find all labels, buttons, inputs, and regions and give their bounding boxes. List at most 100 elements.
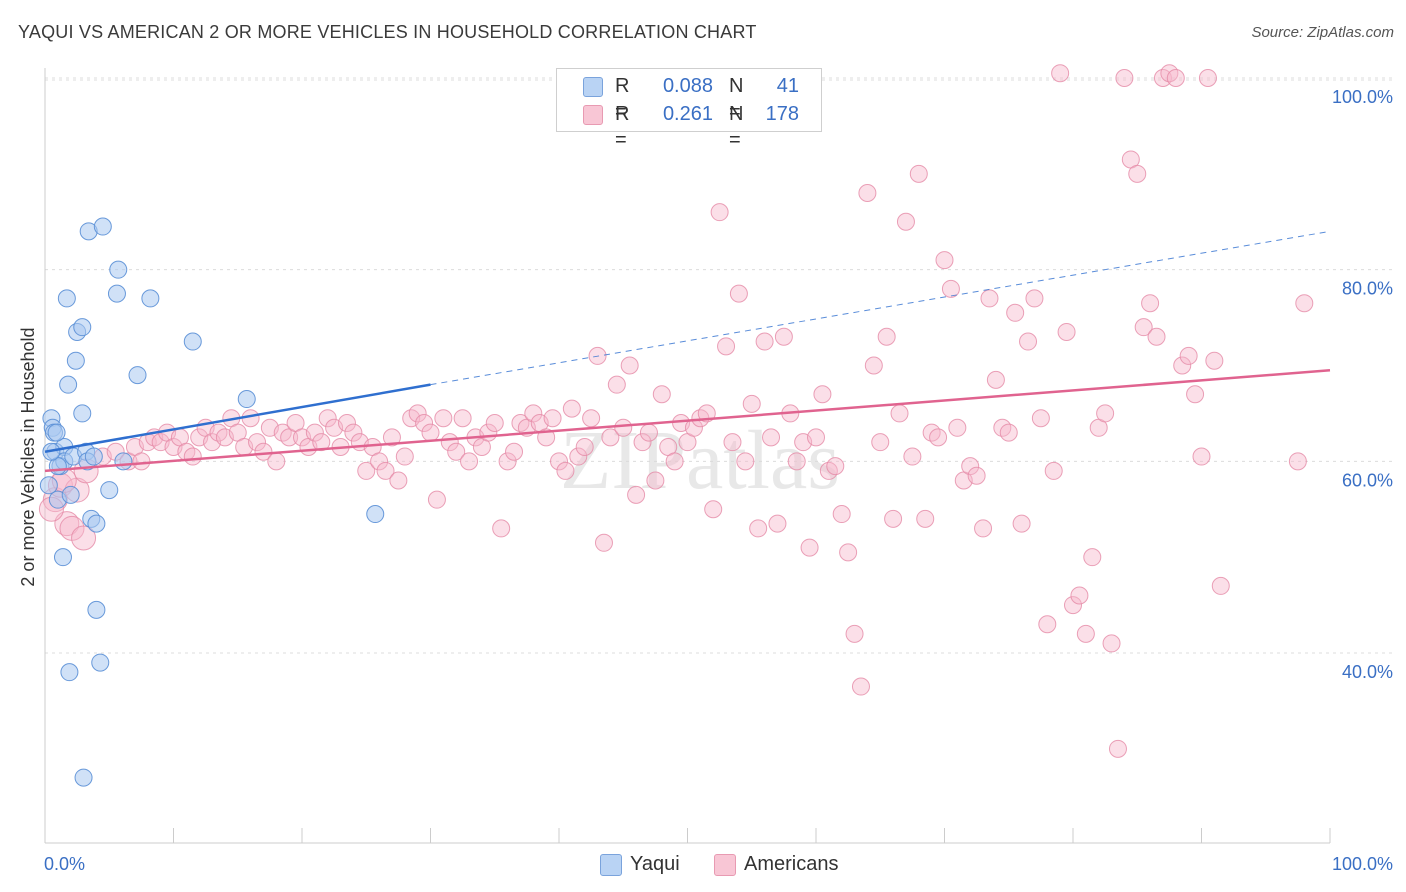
americans-point — [550, 452, 568, 471]
yaqui-point — [73, 318, 92, 337]
r-label: R = — [615, 75, 630, 123]
americans-point — [980, 289, 999, 308]
americans-point — [948, 418, 967, 437]
n-value: 41 — [776, 75, 799, 97]
yaqui-point — [366, 505, 385, 524]
americans-point — [312, 433, 331, 452]
americans-point — [1051, 64, 1070, 83]
americans-point — [974, 519, 993, 538]
yaqui-point — [91, 653, 110, 672]
americans-point — [890, 404, 909, 423]
r-label: R = — [615, 103, 630, 151]
americans-point — [646, 471, 665, 490]
americans-point — [620, 356, 639, 375]
trend-lines — [44, 230, 1331, 473]
y-axis-label: 2 or more Vehicles in Household — [18, 327, 38, 586]
yaqui-point — [107, 284, 126, 303]
americans-point — [492, 519, 511, 538]
stats-legend: R = 0.088 N = 41 R = 0.261 N = 178 — [556, 68, 822, 151]
yaqui-point — [47, 423, 66, 442]
americans-point — [768, 514, 787, 533]
americans-point — [305, 423, 324, 442]
americans-point — [839, 543, 858, 562]
americans-point — [1147, 327, 1166, 346]
americans-point — [871, 433, 890, 452]
americans-point — [447, 442, 466, 461]
americans-point — [941, 279, 960, 298]
americans-point — [652, 385, 671, 404]
americans-point — [524, 404, 543, 423]
x-tick-label: 0.0% — [44, 854, 85, 874]
yaqui-point — [237, 390, 256, 409]
americans-point — [903, 447, 922, 466]
americans-point — [254, 442, 273, 461]
yaqui-trend-extension — [430, 230, 1331, 386]
americans-point — [1198, 69, 1217, 87]
americans-point — [1064, 596, 1082, 615]
americans-point — [389, 471, 408, 490]
americans-point — [1057, 322, 1076, 341]
americans-point — [607, 375, 626, 394]
americans-point — [382, 428, 401, 447]
americans-point — [1025, 289, 1044, 308]
americans-point — [318, 409, 337, 428]
americans-point — [357, 461, 376, 480]
y-tick-label: 80.0% — [1342, 279, 1393, 299]
americans-point — [505, 442, 524, 461]
americans-point — [717, 337, 736, 356]
yaqui-point — [183, 332, 202, 351]
yaqui-swatch — [583, 77, 603, 97]
americans-point — [1211, 576, 1230, 595]
americans-point — [562, 399, 581, 418]
n-label: N = — [729, 103, 744, 151]
americans-point — [614, 418, 633, 437]
yaqui-point — [59, 375, 78, 394]
americans-point — [749, 519, 768, 538]
americans-point — [800, 538, 819, 557]
americans-point — [704, 500, 723, 519]
y-tick-label: 40.0% — [1342, 662, 1393, 682]
yaqui-point — [109, 260, 128, 279]
americans-point — [344, 423, 363, 442]
yaqui-legend-label: Yaqui — [630, 853, 680, 875]
yaqui-point — [93, 217, 112, 236]
yaqui-legend-swatch — [600, 853, 622, 876]
yaqui-point — [128, 366, 147, 385]
yaqui-point — [74, 768, 93, 787]
x-tick-label: 100.0% — [1332, 854, 1393, 874]
americans-point — [986, 370, 1005, 389]
americans-legend-label: Americans — [744, 853, 839, 875]
americans-point — [916, 509, 935, 528]
y-tick-label: 100.0% — [1332, 87, 1393, 107]
americans-point — [742, 394, 761, 413]
americans-point — [826, 457, 845, 476]
americans-point — [421, 423, 440, 442]
americans-point — [1115, 69, 1134, 87]
americans-point — [1070, 586, 1089, 605]
americans-point — [594, 533, 613, 552]
yaqui-points — [39, 217, 385, 787]
americans-point — [267, 452, 286, 471]
americans-point — [1031, 409, 1050, 428]
yaqui-point — [84, 447, 103, 466]
americans-point — [1012, 514, 1031, 533]
americans-point — [1102, 634, 1121, 653]
y-tick-label: 60.0% — [1342, 470, 1393, 490]
americans-point — [1019, 332, 1038, 351]
americans-point — [736, 452, 755, 471]
r-value: 0.261 — [662, 103, 713, 125]
yaqui-point — [141, 289, 160, 308]
americans-trend-line — [44, 369, 1331, 473]
chart-title: YAQUI VS AMERICAN 2 OR MORE VEHICLES IN … — [18, 22, 757, 42]
legend-item-yaqui: Yaqui — [600, 852, 680, 876]
n-value: 178 — [765, 103, 799, 125]
yaqui-point — [53, 548, 72, 567]
yaqui-trend-line — [44, 383, 431, 453]
yaqui-point — [87, 600, 106, 619]
americans-point — [877, 327, 896, 346]
grid-lines — [45, 77, 1395, 654]
americans-point — [909, 164, 928, 183]
americans-point — [858, 184, 877, 202]
americans-point — [498, 452, 517, 471]
